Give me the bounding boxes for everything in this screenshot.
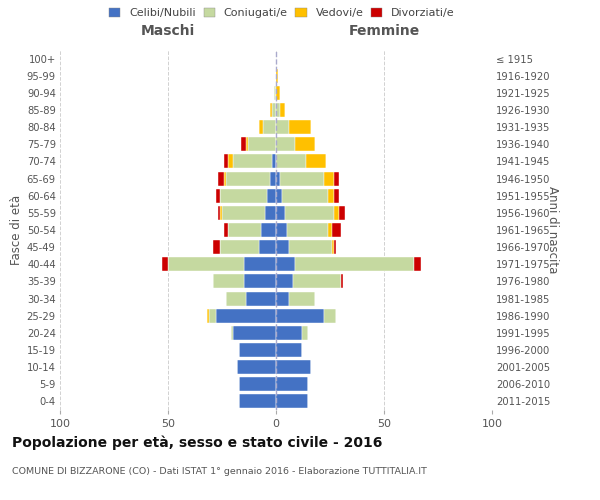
Bar	[244, 258, 276, 272]
Bar	[244, 274, 276, 288]
Bar	[283, 188, 328, 202]
Bar	[338, 206, 345, 220]
Bar	[241, 138, 246, 151]
Bar	[230, 326, 233, 340]
Bar	[276, 120, 289, 134]
Bar	[276, 378, 308, 392]
Bar	[246, 138, 248, 151]
Bar	[332, 240, 334, 254]
Bar	[334, 240, 337, 254]
Bar	[161, 258, 168, 272]
Bar	[168, 258, 244, 272]
Bar	[280, 172, 323, 185]
Bar	[222, 206, 265, 220]
Bar	[215, 188, 220, 202]
Bar	[224, 172, 226, 185]
Bar	[276, 86, 280, 100]
Bar	[276, 360, 311, 374]
Bar	[276, 68, 278, 82]
Bar	[276, 172, 280, 185]
Bar	[295, 258, 414, 272]
Bar	[276, 206, 284, 220]
Bar	[289, 240, 332, 254]
Bar	[220, 240, 259, 254]
Bar	[214, 274, 244, 288]
Y-axis label: Anni di nascita: Anni di nascita	[546, 186, 559, 274]
Bar	[272, 103, 276, 117]
Legend: Celibi/Nubili, Coniugati/e, Vedovi/e, Divorziati/e: Celibi/Nubili, Coniugati/e, Vedovi/e, Di…	[107, 6, 457, 20]
Text: Popolazione per età, sesso e stato civile - 2016: Popolazione per età, sesso e stato civil…	[12, 435, 382, 450]
Bar	[284, 206, 334, 220]
Bar	[274, 86, 276, 100]
Bar	[229, 223, 261, 237]
Bar	[269, 103, 272, 117]
Bar	[215, 308, 276, 322]
Bar	[341, 274, 343, 288]
Text: Maschi: Maschi	[141, 24, 195, 38]
Bar	[293, 274, 341, 288]
Bar	[248, 138, 276, 151]
Bar	[276, 343, 302, 357]
Bar	[233, 326, 276, 340]
Bar	[280, 103, 284, 117]
Bar	[265, 206, 276, 220]
Bar	[328, 188, 334, 202]
Bar	[334, 206, 338, 220]
Bar	[276, 223, 287, 237]
Bar	[414, 258, 421, 272]
Bar	[328, 223, 332, 237]
Bar	[272, 154, 276, 168]
Bar	[261, 223, 276, 237]
Bar	[218, 206, 220, 220]
Bar	[306, 154, 326, 168]
Bar	[276, 258, 295, 272]
Bar	[224, 223, 229, 237]
Bar	[239, 378, 276, 392]
Bar	[229, 154, 233, 168]
Bar	[214, 240, 220, 254]
Bar	[276, 103, 280, 117]
Text: Femmine: Femmine	[349, 24, 419, 38]
Bar	[276, 326, 302, 340]
Bar	[295, 138, 315, 151]
Y-axis label: Fasce di età: Fasce di età	[10, 195, 23, 265]
Bar	[276, 394, 308, 408]
Bar	[207, 308, 209, 322]
Bar	[302, 326, 308, 340]
Bar	[334, 172, 338, 185]
Bar	[276, 240, 289, 254]
Bar	[276, 138, 295, 151]
Bar	[323, 308, 337, 322]
Bar	[276, 274, 293, 288]
Text: COMUNE DI BIZZARONE (CO) - Dati ISTAT 1° gennaio 2016 - Elaborazione TUTTITALIA.: COMUNE DI BIZZARONE (CO) - Dati ISTAT 1°…	[12, 468, 427, 476]
Bar	[226, 172, 269, 185]
Bar	[224, 154, 229, 168]
Bar	[209, 308, 215, 322]
Bar	[276, 308, 323, 322]
Bar	[276, 292, 289, 306]
Bar	[276, 188, 283, 202]
Bar	[239, 394, 276, 408]
Bar	[226, 292, 246, 306]
Bar	[263, 120, 276, 134]
Bar	[239, 343, 276, 357]
Bar	[276, 154, 306, 168]
Bar	[332, 223, 341, 237]
Bar	[220, 206, 222, 220]
Bar	[269, 172, 276, 185]
Bar	[259, 120, 263, 134]
Bar	[334, 188, 338, 202]
Bar	[220, 188, 268, 202]
Bar	[233, 154, 272, 168]
Bar	[246, 292, 276, 306]
Bar	[268, 188, 276, 202]
Bar	[289, 292, 315, 306]
Bar	[218, 172, 224, 185]
Bar	[287, 223, 328, 237]
Bar	[323, 172, 334, 185]
Bar	[237, 360, 276, 374]
Bar	[289, 120, 311, 134]
Bar	[259, 240, 276, 254]
